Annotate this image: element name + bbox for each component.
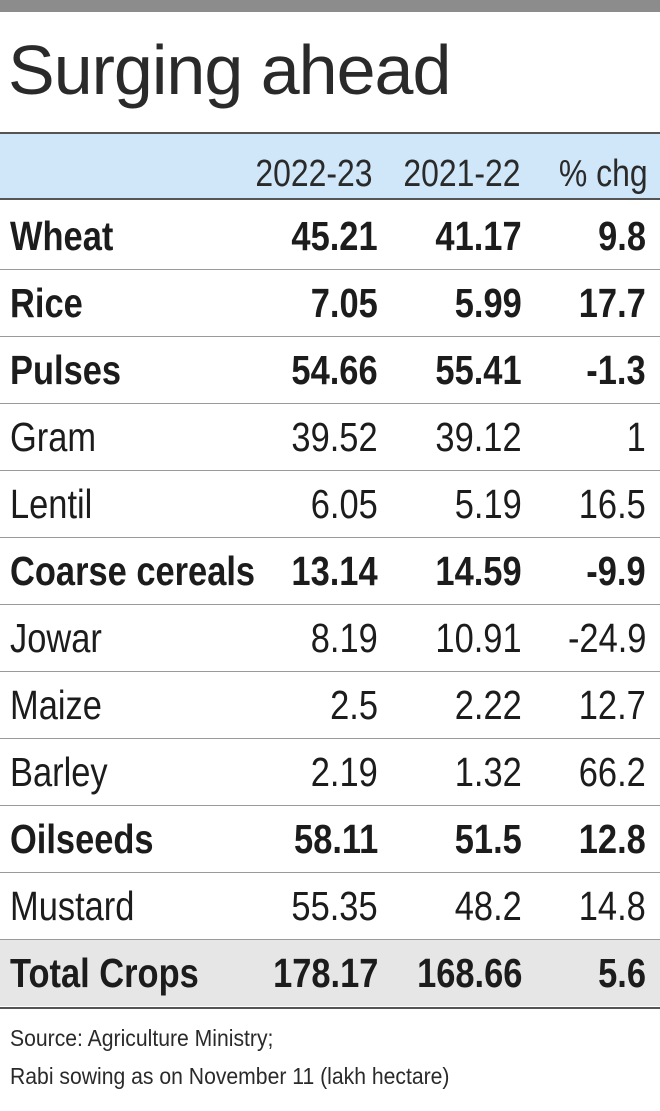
value-2021-22: 168.66 bbox=[416, 950, 522, 996]
row-divider bbox=[0, 336, 660, 337]
value-2022-23: 7.05 bbox=[310, 280, 378, 326]
crop-name: Lentil bbox=[10, 481, 93, 527]
value-2021-22: 1.32 bbox=[454, 749, 522, 795]
row-divider bbox=[0, 604, 660, 605]
crop-name: Gram bbox=[10, 414, 97, 460]
table-row: Total Crops 178.17 168.66 5.6 bbox=[0, 940, 660, 1006]
value-2022-23: 58.11 bbox=[293, 816, 378, 862]
crop-name: Jowar bbox=[10, 615, 102, 661]
table-row: Oilseeds 58.11 51.5 12.8 bbox=[0, 806, 660, 872]
value-pct-chg: 12.8 bbox=[578, 816, 646, 862]
table-row: Mustard 55.35 48.2 14.8 bbox=[0, 873, 660, 939]
value-pct-chg: 5.6 bbox=[598, 950, 646, 996]
value-2021-22: 5.99 bbox=[454, 280, 522, 326]
chart-title: Surging ahead bbox=[8, 31, 451, 109]
table-row: Gram 39.52 39.12 1 bbox=[0, 404, 660, 470]
table-row: Rice 7.05 5.99 17.7 bbox=[0, 270, 660, 336]
table-row: Maize 2.5 2.22 12.7 bbox=[0, 672, 660, 738]
header-top-rule bbox=[0, 132, 660, 134]
value-2021-22: 51.5 bbox=[454, 816, 522, 862]
crop-name: Coarse cereals bbox=[10, 548, 256, 594]
crop-name: Wheat bbox=[10, 213, 114, 259]
table-row: Jowar 8.19 10.91 -24.9 bbox=[0, 605, 660, 671]
value-2021-22: 14.59 bbox=[435, 548, 522, 594]
value-pct-chg: 1 bbox=[626, 414, 646, 460]
row-divider bbox=[0, 269, 660, 270]
header-bottom-rule bbox=[0, 198, 660, 200]
table-bottom-rule bbox=[0, 1007, 660, 1009]
value-pct-chg: -1.3 bbox=[586, 347, 646, 393]
table-row: Coarse cereals 13.14 14.59 -9.9 bbox=[0, 538, 660, 604]
value-2022-23: 39.52 bbox=[291, 414, 378, 460]
value-2022-23: 54.66 bbox=[291, 347, 378, 393]
source-note: Source: Agriculture Ministry; bbox=[10, 1025, 274, 1051]
row-divider bbox=[0, 671, 660, 672]
row-divider bbox=[0, 805, 660, 806]
row-divider bbox=[0, 403, 660, 404]
value-2021-22: 55.41 bbox=[435, 347, 522, 393]
crop-name: Pulses bbox=[10, 347, 122, 393]
row-divider bbox=[0, 470, 660, 471]
value-2021-22: 10.91 bbox=[435, 615, 522, 661]
crop-name: Mustard bbox=[10, 883, 135, 929]
value-2022-23: 45.21 bbox=[291, 213, 378, 259]
table-row: Pulses 54.66 55.41 -1.3 bbox=[0, 337, 660, 403]
value-pct-chg: -24.9 bbox=[567, 615, 646, 661]
crop-name: Total Crops bbox=[10, 950, 199, 996]
value-2022-23: 6.05 bbox=[310, 481, 378, 527]
value-pct-chg: -9.9 bbox=[586, 548, 646, 594]
column-header-2021-22: 2021-22 bbox=[402, 153, 520, 195]
value-pct-chg: 12.7 bbox=[578, 682, 646, 728]
crop-name: Rice bbox=[10, 280, 83, 326]
table-row: Lentil 6.05 5.19 16.5 bbox=[0, 471, 660, 537]
value-2022-23: 2.5 bbox=[330, 682, 378, 728]
value-pct-chg: 66.2 bbox=[578, 749, 646, 795]
row-divider bbox=[0, 939, 660, 940]
column-header-2022-23: 2022-23 bbox=[254, 153, 372, 195]
top-rule bbox=[0, 0, 660, 12]
value-2021-22: 2.22 bbox=[454, 682, 522, 728]
value-pct-chg: 16.5 bbox=[578, 481, 646, 527]
value-pct-chg: 14.8 bbox=[578, 883, 646, 929]
value-pct-chg: 9.8 bbox=[598, 213, 646, 259]
crop-name: Maize bbox=[10, 682, 102, 728]
row-divider bbox=[0, 738, 660, 739]
value-2022-23: 8.19 bbox=[310, 615, 378, 661]
table-row: Barley 2.19 1.32 66.2 bbox=[0, 739, 660, 805]
value-pct-chg: 17.7 bbox=[578, 280, 646, 326]
value-2022-23: 13.14 bbox=[291, 548, 378, 594]
table-header: 2022-23 2021-22 % chg bbox=[0, 134, 660, 198]
value-2022-23: 2.19 bbox=[310, 749, 378, 795]
row-divider bbox=[0, 872, 660, 873]
value-2021-22: 5.19 bbox=[454, 481, 522, 527]
row-divider bbox=[0, 537, 660, 538]
source-note-detail: Rabi sowing as on November 11 (lakh hect… bbox=[10, 1063, 450, 1089]
value-2022-23: 178.17 bbox=[272, 950, 378, 996]
table-row: Wheat 45.21 41.17 9.8 bbox=[0, 203, 660, 269]
column-header-pct-chg: % chg bbox=[559, 153, 648, 195]
value-2022-23: 55.35 bbox=[291, 883, 378, 929]
value-2021-22: 39.12 bbox=[435, 414, 522, 460]
value-2021-22: 41.17 bbox=[435, 213, 522, 259]
crop-name: Barley bbox=[10, 749, 108, 795]
value-2021-22: 48.2 bbox=[454, 883, 522, 929]
crop-name: Oilseeds bbox=[10, 816, 154, 862]
